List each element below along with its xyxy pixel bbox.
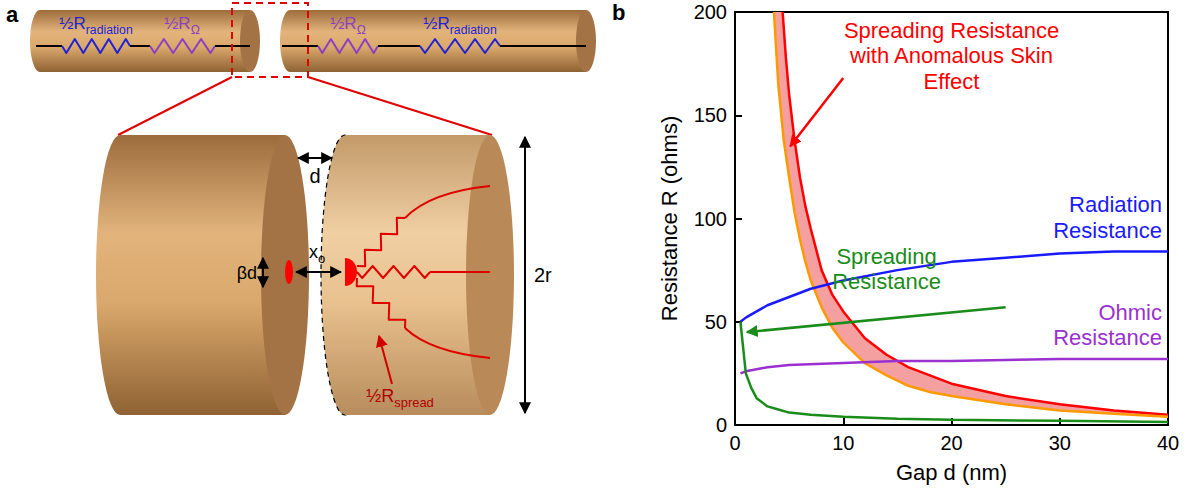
- html-text:Ohmic Resistance: Ohmic Resistance: [1053, 300, 1162, 351]
- svg-text:Resistance R (ohms): Resistance R (ohms): [657, 116, 682, 321]
- svg-text:50: 50: [705, 311, 727, 333]
- svg-text:½Rradiation: ½Rradiation: [59, 14, 133, 37]
- svg-text:100: 100: [694, 208, 727, 230]
- svg-text:0: 0: [729, 432, 740, 454]
- html-text:Spreading Resistance with Anom: Spreading Resistance with Anomalous Skin…: [843, 18, 1060, 94]
- svg-text:20: 20: [940, 432, 962, 454]
- svg-text:xo: xo: [309, 242, 325, 266]
- svg-text:a: a: [6, 2, 19, 27]
- svg-text:Gap d (nm): Gap d (nm): [896, 460, 1007, 485]
- svg-text:0: 0: [716, 414, 727, 436]
- html-text:Radiation Resistance: Radiation Resistance: [1053, 192, 1162, 243]
- svg-text:150: 150: [694, 104, 727, 126]
- svg-text:d: d: [309, 165, 320, 187]
- svg-text:2r: 2r: [534, 264, 552, 286]
- html-text:Spreading Resistance: Spreading Resistance: [832, 244, 941, 295]
- svg-text:½RΩ: ½RΩ: [330, 14, 366, 37]
- svg-text:βd: βd: [237, 263, 257, 283]
- svg-text:200: 200: [694, 1, 727, 23]
- svg-text:10: 10: [832, 432, 854, 454]
- svg-text:½RΩ: ½RΩ: [164, 14, 200, 37]
- svg-text:½Rspread: ½Rspread: [366, 386, 434, 410]
- svg-text:30: 30: [1049, 432, 1071, 454]
- svg-text:½Rradiation: ½Rradiation: [423, 14, 497, 37]
- svg-text:40: 40: [1157, 432, 1179, 454]
- html-text:b: b: [612, 0, 626, 25]
